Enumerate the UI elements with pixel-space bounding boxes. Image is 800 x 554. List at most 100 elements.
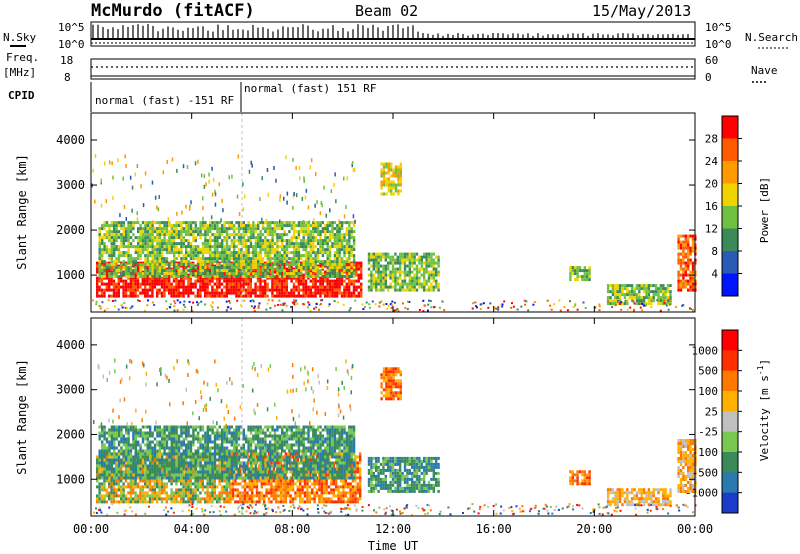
heatmap-speck xyxy=(533,301,536,303)
heatmap-cell xyxy=(231,485,235,489)
heatmap-cell xyxy=(113,269,116,273)
heatmap-cell xyxy=(136,267,140,271)
heatmap-speck xyxy=(309,310,312,312)
heatmap-cell xyxy=(120,467,123,471)
heatmap-cell xyxy=(229,497,232,501)
heatmap-cell xyxy=(326,291,329,295)
heatmap-cell xyxy=(163,242,166,246)
heatmap-cell xyxy=(228,485,231,489)
heatmap-cell xyxy=(242,230,245,234)
heatmap-cell xyxy=(276,227,279,231)
heatmap-cell xyxy=(401,288,404,292)
heatmap-cell xyxy=(182,245,185,249)
heatmap-cell xyxy=(216,494,219,498)
heatmap-cell xyxy=(132,479,135,483)
heatmap-cell xyxy=(304,239,308,243)
heatmap-cell xyxy=(578,269,582,273)
heatmap-cell xyxy=(115,257,118,261)
heatmap-cell xyxy=(264,288,267,292)
heatmap-cell xyxy=(168,233,171,237)
heatmap-cell xyxy=(432,270,435,274)
heatmap-cell xyxy=(165,285,168,289)
heatmap-cell xyxy=(187,279,190,283)
heatmap-cell xyxy=(127,275,130,279)
heatmap-cell xyxy=(669,296,672,300)
heatmap-cell xyxy=(105,288,108,292)
heatmap-cell xyxy=(316,230,320,234)
heatmap-cell xyxy=(177,263,181,267)
heatmap-cell xyxy=(180,224,183,228)
heatmap-cell xyxy=(245,254,248,258)
heatmap-cell xyxy=(235,251,238,255)
heatmap-cell xyxy=(134,485,137,489)
heatmap-cell xyxy=(333,263,337,267)
heatmap-cell xyxy=(264,245,267,249)
heatmap-cell xyxy=(158,236,161,240)
heatmap-cell xyxy=(189,288,192,292)
heatmap-cell xyxy=(304,245,308,249)
heatmap-cell xyxy=(137,254,140,258)
heatmap-cell xyxy=(345,275,349,279)
heatmap-cell xyxy=(158,227,161,231)
beam-title: Beam 02 xyxy=(355,2,418,20)
heatmap-cell xyxy=(387,255,390,259)
heatmap-cell xyxy=(652,293,655,297)
heatmap-cell xyxy=(240,242,243,246)
heatmap-cell xyxy=(259,248,262,252)
heatmap-cell xyxy=(352,291,356,295)
heatmap-cell xyxy=(216,263,219,267)
heatmap-cell xyxy=(614,299,617,303)
heatmap-cell xyxy=(292,288,296,292)
heatmap-cell xyxy=(411,276,414,280)
heatmap-cell xyxy=(390,174,393,178)
heatmap-cell xyxy=(237,260,241,264)
heatmap-cell xyxy=(197,260,200,264)
heatmap-cell xyxy=(626,293,629,297)
heatmap-cell xyxy=(105,230,109,234)
heatmap-cell xyxy=(175,288,178,292)
heatmap-cell xyxy=(425,282,428,286)
heatmap-cell xyxy=(220,485,224,489)
heatmap-cell xyxy=(418,282,421,286)
heatmap-cell xyxy=(141,245,145,249)
heatmap-cell xyxy=(204,260,207,264)
heatmap-cell xyxy=(633,296,636,300)
heatmap-cell xyxy=(253,485,256,489)
heatmap-cell xyxy=(586,278,589,282)
heatmap-cell xyxy=(237,285,240,289)
heatmap-cell xyxy=(177,251,181,255)
heatmap-cell xyxy=(216,291,219,295)
heatmap-cell xyxy=(182,263,185,267)
heatmap-cell xyxy=(243,497,247,501)
heatmap-cell xyxy=(170,260,173,264)
heatmap-cell xyxy=(103,221,106,225)
heatmap-cell xyxy=(151,266,154,270)
heatmap-cell xyxy=(108,485,111,489)
heatmap-cell xyxy=(432,276,435,280)
heatmap-cell xyxy=(187,497,190,501)
heatmap-cell xyxy=(684,261,687,265)
heatmap-cell xyxy=(146,263,149,267)
heatmap-cell xyxy=(252,263,255,267)
heatmap-cell xyxy=(380,186,383,190)
heatmap-cell xyxy=(163,245,166,249)
heatmap-cell xyxy=(273,233,277,237)
heatmap-cell xyxy=(185,245,188,249)
heatmap-cell xyxy=(223,260,226,264)
heatmap-cell xyxy=(228,279,231,283)
heatmap-cell xyxy=(324,224,327,228)
heatmap-cell xyxy=(225,282,228,286)
heatmap-cell xyxy=(112,497,116,501)
heatmap-cell xyxy=(357,267,360,271)
heatmap-cell xyxy=(149,245,152,249)
heatmap-cell xyxy=(321,288,324,292)
heatmap-speck xyxy=(266,302,269,305)
heatmap-cell xyxy=(229,500,232,504)
heatmap-speck xyxy=(131,305,134,308)
heatmap-cell xyxy=(233,233,236,237)
heatmap-cell xyxy=(110,500,113,504)
heatmap-cell xyxy=(189,494,192,498)
heatmap-cell xyxy=(151,485,154,489)
heatmap-cell xyxy=(216,275,219,279)
heatmap-cell xyxy=(292,269,296,273)
